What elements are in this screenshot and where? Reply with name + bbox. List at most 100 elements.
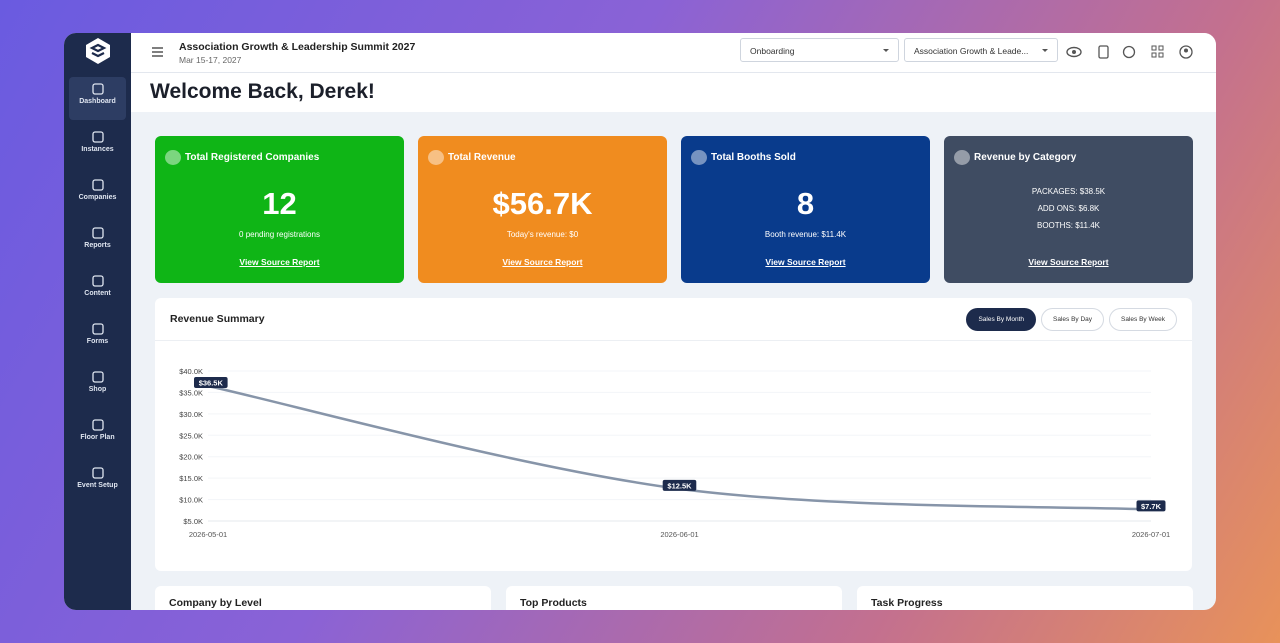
card-value: $56.7K	[492, 186, 593, 221]
toolbar-icons	[1066, 45, 1193, 59]
panel-title: Revenue Summary	[170, 313, 265, 325]
dropdown[interactable]: Association Growth & Leade...	[904, 38, 1058, 62]
x-tick-label: 2026-07-01	[1132, 530, 1170, 539]
card-title: Revenue by Category	[974, 152, 1077, 163]
stat-card: Total Revenue $56.7K Today's revenue: $0 Vi…	[418, 136, 667, 283]
logo	[86, 38, 110, 64]
nav-label: Floor Plan	[80, 434, 115, 441]
nav-item[interactable]: Shop	[69, 365, 126, 408]
panel: Top Products	[506, 586, 842, 610]
nav-icon	[91, 131, 104, 143]
nav-label: Reports	[84, 242, 111, 249]
y-tick-label: $35.0K	[179, 388, 203, 397]
card-line: BOOTHS: $11.4K	[1037, 221, 1100, 230]
event-dates: Mar 15-17, 2027	[179, 55, 242, 65]
card-subtitle: 0 pending registrations	[239, 230, 320, 239]
nav-label: Instances	[81, 146, 114, 153]
card-icon	[428, 150, 444, 165]
nav-item[interactable]: Content	[69, 269, 126, 312]
top-bar: Association Growth & Leadership Summit 2…	[131, 33, 1216, 73]
icon-shape	[91, 323, 104, 335]
nav-label: Companies	[78, 194, 117, 201]
profile-icon[interactable]	[1179, 45, 1193, 59]
panel: Task Progress	[857, 586, 1193, 610]
divider	[155, 340, 1192, 341]
card-link[interactable]: View Source Report	[239, 257, 320, 267]
card-title: Total Registered Companies	[185, 152, 320, 163]
value-label-bg	[662, 479, 697, 491]
y-tick-label: $25.0K	[179, 431, 203, 440]
panel-title: Company by Level	[169, 597, 262, 609]
nav-label: Content	[84, 290, 111, 297]
line	[207, 384, 1152, 511]
nav-label: Shop	[88, 386, 107, 393]
y-tick-label: $30.0K	[179, 410, 203, 419]
card-icon	[691, 150, 707, 165]
nav-item[interactable]: Reports	[69, 221, 126, 264]
nav-label: Forms	[86, 338, 109, 345]
dropdown[interactable]: Onboarding	[740, 38, 899, 62]
icon-shape	[91, 467, 104, 479]
nav-label: Event Setup	[77, 482, 118, 489]
icon-shape	[91, 371, 104, 383]
nav-item[interactable]: Forms	[69, 317, 126, 360]
app-window: Dashboard Instances Companies Reports Conten…	[64, 33, 1216, 610]
nav-icon	[91, 275, 104, 287]
icon-shape	[91, 83, 104, 95]
welcome-heading: Welcome Back, Derek!	[150, 80, 375, 103]
welcome-bar: Welcome Back, Derek!	[131, 73, 1216, 112]
value-label: $7.7K	[1141, 502, 1162, 511]
revenue-summary-panel: Revenue Summary Sales By Month Sales By D…	[155, 298, 1192, 571]
view-icon[interactable]	[1066, 46, 1082, 58]
nav-icon	[91, 323, 104, 335]
icon-shape	[91, 275, 104, 287]
card-line: PACKAGES: $38.5K	[1031, 187, 1106, 196]
apps-icon[interactable]	[1151, 45, 1164, 58]
nav-icon	[91, 83, 104, 95]
y-tick-label: $5.0K	[183, 517, 203, 526]
icon-shape	[91, 227, 104, 239]
card-value: 12	[262, 186, 297, 221]
value-label-bg	[194, 377, 228, 388]
event-title: Association Growth & Leadership Summit 2…	[179, 41, 416, 53]
card-value: 8	[796, 186, 815, 221]
card-subtitle: Booth revenue: $11.4K	[764, 230, 847, 239]
nav-item[interactable]: Event Setup	[69, 461, 126, 504]
nav-icon	[91, 179, 104, 191]
card-link[interactable]: View Source Report	[502, 257, 583, 267]
card-link[interactable]: View Source Report	[1028, 257, 1109, 267]
card-subtitle: Today's revenue: $0	[506, 230, 579, 239]
sidebar: Dashboard Instances Companies Reports Conten…	[64, 33, 131, 610]
icon-shape	[91, 131, 104, 143]
nav-item[interactable]: Dashboard	[69, 77, 126, 120]
card-icon	[954, 150, 970, 165]
icon-shape	[91, 179, 104, 191]
docs-icon[interactable]	[1098, 45, 1109, 59]
chart: $5.0K $10.0K $15.0K $20.0K $25.0K $30.0K $35.0…	[179, 367, 1170, 539]
period-button[interactable]: Sales By Week	[1109, 308, 1177, 331]
nav-item[interactable]: Instances	[69, 125, 126, 168]
stat-card: Revenue by Category PACKAGES: $38.5K ADD O…	[944, 136, 1193, 283]
nav-icon	[91, 227, 104, 239]
period-button[interactable]: Sales By Month	[966, 308, 1036, 331]
icon-shape	[91, 419, 104, 431]
card-link[interactable]: View Source Report	[765, 257, 846, 267]
y-tick-label: $40.0K	[179, 367, 203, 376]
nav-icon	[91, 371, 104, 383]
nav-item[interactable]: Companies	[69, 173, 126, 216]
y-tick-label: $10.0K	[179, 496, 203, 505]
panel-title: Task Progress	[871, 597, 943, 609]
card-icon	[165, 150, 181, 165]
menu-button[interactable]	[152, 47, 163, 57]
stat-card: Total Registered Companies 12 0 pending re…	[155, 136, 404, 283]
card-title: Total Revenue	[448, 152, 516, 163]
y-tick-label: $20.0K	[179, 453, 203, 462]
period-button[interactable]: Sales By Day	[1041, 308, 1105, 331]
nav-item[interactable]: Floor Plan	[69, 413, 126, 456]
value-label-bg	[1136, 500, 1166, 512]
card-title: Total Booths Sold	[711, 152, 796, 163]
chat-icon[interactable]	[1122, 45, 1136, 59]
value-label: $36.5K	[199, 379, 224, 388]
y-tick-label: $15.0K	[179, 474, 203, 483]
